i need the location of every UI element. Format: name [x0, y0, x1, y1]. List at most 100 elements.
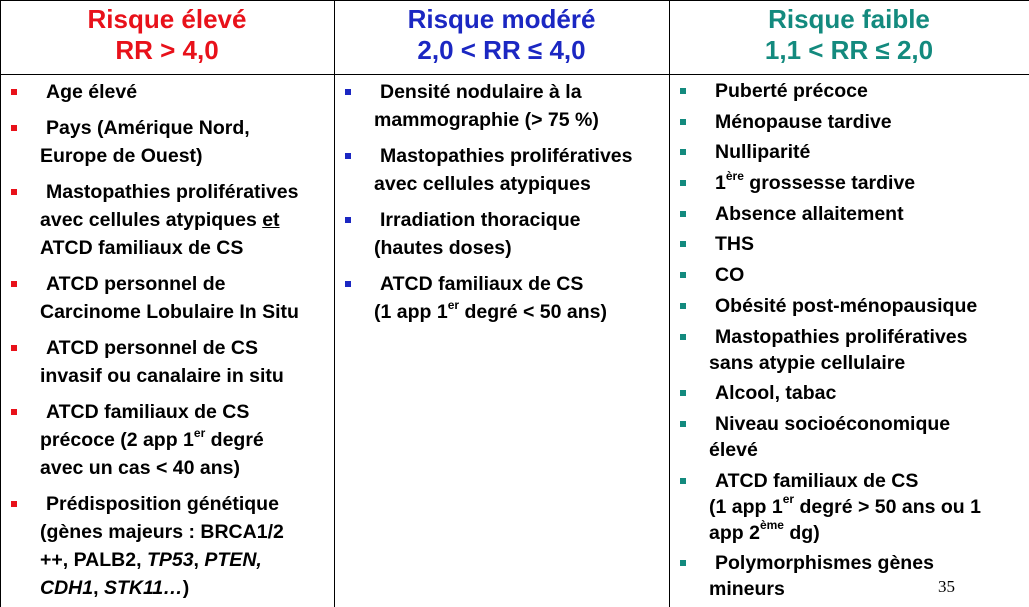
list-item: Ménopause tardive: [669, 109, 1029, 135]
item-text: Carcinome Lobulaire In Situ: [40, 301, 299, 323]
item-text: 1ère grossesse tardive: [715, 168, 916, 195]
square-bullet-icon: [11, 409, 17, 415]
square-bullet-icon: [680, 149, 686, 156]
square-bullet-icon: [680, 241, 686, 248]
item-text: sans atypie cellulaire: [709, 351, 906, 374]
square-bullet-icon: [345, 217, 351, 223]
column-divider-2: [669, 0, 670, 607]
item-text: Mastopathies prolifératives: [380, 145, 633, 167]
square-bullet-icon: [680, 560, 686, 567]
list-item: 1ère grossesse tardive: [669, 170, 1029, 196]
column-divider-1: [334, 0, 335, 607]
column-title: Risque faible: [768, 4, 930, 34]
table-border-top: [0, 0, 1029, 1]
square-bullet-icon: [345, 281, 351, 287]
item-text: Puberté précoce: [715, 80, 868, 102]
square-bullet-icon: [11, 89, 17, 95]
item-text: CO: [715, 264, 745, 287]
column-title: Risque modéré: [407, 4, 596, 34]
list-item: Densité nodulaire à la mammographie (> 7…: [334, 78, 669, 134]
square-bullet-icon: [680, 302, 686, 309]
item-text: (gènes majeurs : BRCA1/2: [40, 521, 284, 543]
item-text: Polymorphismes gènes: [715, 552, 934, 575]
list-item: Mastopathies prolifératives avec cellule…: [0, 178, 334, 262]
list-item: Niveau socioéconomique élevé: [669, 411, 1029, 463]
item-text: ATCD familiaux de CS: [40, 237, 244, 259]
list-item: Puberté précoce: [669, 78, 1029, 104]
risk-factor-list: Densité nodulaire à la mammographie (> 7…: [334, 78, 669, 334]
item-text: avec un cas < 40 ans): [40, 457, 240, 479]
list-item: Alcool, tabac: [669, 380, 1029, 406]
item-text: mammographie (> 75 %): [374, 109, 599, 131]
item-text: mineurs: [709, 578, 785, 601]
list-item: ATCD familiaux de CS (1 app 1er degré > …: [669, 468, 1029, 546]
column-title: Risque élevé: [87, 4, 247, 34]
item-text: invasif ou canalaire in situ: [40, 365, 284, 387]
list-item: Nulliparité: [669, 139, 1029, 165]
square-bullet-icon: [345, 89, 351, 95]
column-high-risk: Risque élevé RR > 4,0 Age élevé Pays (Am…: [0, 0, 334, 607]
risk-factor-list: Age élevé Pays (Amérique Nord, Europe de…: [0, 78, 334, 607]
list-item: CO: [669, 262, 1029, 288]
square-bullet-icon: [11, 189, 17, 195]
item-text: Pays (Amérique Nord,: [46, 117, 250, 139]
item-text: CDH1, STK11…): [40, 577, 190, 599]
item-text: (1 app 1er degré > 50 ans ou 1: [709, 492, 981, 518]
column-header-high-risk: Risque élevé RR > 4,0: [0, 4, 334, 74]
item-text: Mastopathies prolifératives: [46, 181, 299, 203]
item-text: Prédisposition génétique: [46, 493, 279, 515]
column-subtitle: 1,1 < RR ≤ 2,0: [764, 35, 934, 65]
column-header-moderate-risk: Risque modéré 2,0 < RR ≤ 4,0: [334, 4, 669, 74]
square-bullet-icon: [11, 281, 17, 287]
risk-factor-list: Puberté précoce Ménopause tardive Nullip…: [669, 78, 1029, 607]
item-text: Obésité post-ménopausique: [715, 294, 978, 317]
list-item: Mastopathies prolifératives avec cellule…: [334, 142, 669, 198]
column-subtitle: 2,0 < RR ≤ 4,0: [417, 35, 586, 65]
square-bullet-icon: [11, 501, 17, 507]
column-low-risk: Risque faible 1,1 < RR ≤ 2,0 Puberté pré…: [669, 0, 1029, 607]
item-text: avec cellules atypiques: [374, 173, 591, 195]
square-bullet-icon: [680, 477, 686, 484]
page-number: 35: [938, 577, 955, 596]
square-bullet-icon: [680, 272, 686, 279]
item-text: Age élevé: [46, 81, 138, 103]
item-text: THS: [715, 233, 754, 256]
item-text: Europe de Ouest): [40, 145, 203, 167]
item-text: app 2ème dg): [709, 518, 820, 544]
item-text: élevé: [709, 438, 758, 461]
square-bullet-icon: [680, 88, 686, 94]
list-item: THS: [669, 231, 1029, 257]
square-bullet-icon: [680, 118, 686, 125]
item-text: Nulliparité: [715, 141, 811, 164]
square-bullet-icon: [680, 390, 686, 397]
list-item: Polymorphismes gènes mineurs: [669, 550, 1029, 602]
item-text: ATCD personnel de: [46, 273, 226, 295]
list-item: Mastopathies prolifératives sans atypie …: [669, 324, 1029, 376]
list-item: Age élevé: [0, 78, 334, 106]
list-item: ATCD personnel de Carcinome Lobulaire In…: [0, 270, 334, 326]
item-text: Ménopause tardive: [715, 110, 892, 133]
item-text: Mastopathies prolifératives: [715, 325, 968, 348]
item-text: (1 app 1er degré < 50 ans): [374, 297, 607, 324]
square-bullet-icon: [11, 125, 17, 131]
square-bullet-icon: [680, 420, 686, 427]
table-border-left: [0, 0, 1, 607]
square-bullet-icon: [680, 210, 686, 217]
header-divider: [0, 74, 1029, 75]
item-text: (hautes doses): [374, 237, 512, 259]
item-text: précoce (2 app 1er degré: [40, 425, 264, 452]
column-moderate-risk: Risque modéré 2,0 < RR ≤ 4,0 Densité nod…: [334, 0, 669, 607]
item-text: ATCD familiaux de CS: [380, 273, 584, 295]
list-item: Irradiation thoracique (hautes doses): [334, 206, 669, 262]
item-text: Alcool, tabac: [715, 382, 837, 405]
list-item: ATCD personnel de CS invasif ou canalair…: [0, 334, 334, 390]
square-bullet-icon: [11, 345, 17, 351]
item-text: ++, PALB2, TP53, PTEN,: [40, 549, 262, 571]
item-text: ATCD familiaux de CS: [715, 469, 919, 492]
column-subtitle: RR > 4,0: [115, 35, 219, 65]
item-text: ATCD familiaux de CS: [46, 401, 250, 423]
item-text: Niveau socioéconomique: [715, 412, 951, 435]
square-bullet-icon: [345, 153, 351, 159]
list-item: Pays (Amérique Nord, Europe de Ouest): [0, 114, 334, 170]
